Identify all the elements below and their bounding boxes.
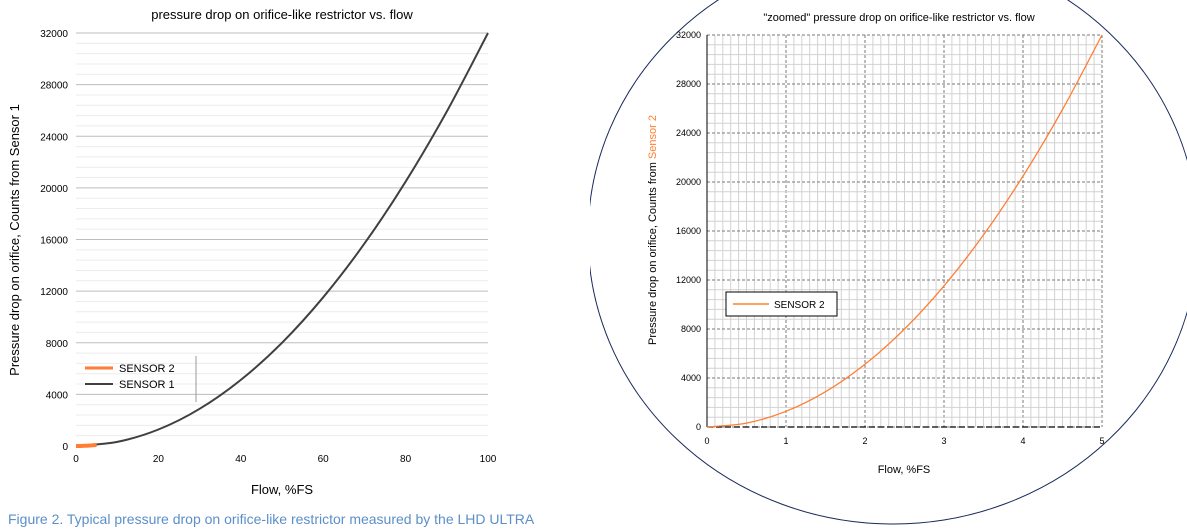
x-tick-label: 4 [1020, 436, 1025, 446]
series-line-sensor-1 [75, 32, 489, 447]
y-tick-label: 16000 [676, 226, 701, 236]
y-tick-label: 32000 [676, 30, 701, 40]
series-line-sensor-2-zoomed [706, 34, 1103, 428]
x-tick-label: 20 [153, 454, 165, 465]
x-tick-label: 3 [941, 436, 946, 446]
y-tick-label: 20000 [676, 177, 701, 187]
chart1-series [75, 32, 489, 449]
ylabel-sensor2: Sensor 2 [647, 115, 659, 159]
legend-label-sensor1: SENSOR 1 [119, 379, 175, 391]
chart1-legend: SENSOR 2 SENSOR 1 [85, 356, 197, 402]
ylabel-text: Pressure drop on orifice, Counts from [647, 159, 659, 345]
y-tick-label: 24000 [40, 132, 68, 143]
y-tick-label: 8000 [681, 324, 701, 334]
chart2-legend: SENSOR 2 [725, 291, 838, 317]
x-tick-label: 2 [862, 436, 867, 446]
y-tick-label: 0 [62, 442, 68, 453]
chart-full-range: pressure drop on orifice-like restrictor… [7, 7, 497, 497]
chart1-x-axis-label: Flow, %FS [251, 482, 313, 497]
x-tick-label: 0 [704, 436, 709, 446]
y-tick-label: 12000 [676, 275, 701, 285]
chart2-series [706, 34, 1103, 428]
chart1-gridlines [76, 32, 488, 437]
x-tick-label: 80 [400, 454, 412, 465]
legend-label-sensor2-zoomed: SENSOR 2 [774, 300, 825, 311]
y-tick-label: 32000 [40, 29, 68, 40]
chart2-x-axis-label: Flow, %FS [878, 464, 931, 476]
series-line-sensor-2 [75, 443, 97, 449]
y-tick-label: 16000 [40, 236, 68, 247]
chart1-y-tick-labels: 0 4000 8000 12000 16000 20000 24000 28000 32000 [40, 29, 68, 453]
x-tick-label: 100 [480, 454, 497, 465]
y-tick-label: 4000 [681, 373, 701, 383]
chart1-x-tick-labels: 0 20 40 60 80 100 [73, 454, 497, 465]
y-tick-label: 12000 [40, 287, 68, 298]
chart1-y-axis-label: Pressure drop on orifice, Counts from Se… [7, 104, 22, 376]
x-tick-label: 5 [1099, 436, 1104, 446]
chart1-title: pressure drop on orifice-like restrictor… [151, 7, 413, 22]
chart2-title: "zoomed" pressure drop on orifice-like r… [763, 12, 1034, 24]
chart2-gridlines [706, 34, 1103, 428]
chart2-x-tick-labels: 0 1 2 3 4 5 [704, 436, 1104, 446]
legend-label-sensor2: SENSOR 2 [119, 363, 175, 375]
chart2-y-tick-labels: 0 4000 8000 12000 16000 20000 24000 28000 32000 [676, 30, 701, 432]
x-tick-label: 60 [318, 454, 330, 465]
y-tick-label: 24000 [676, 128, 701, 138]
x-tick-label: 0 [73, 454, 79, 465]
x-tick-label: 1 [783, 436, 788, 446]
x-tick-label: 40 [235, 454, 247, 465]
y-tick-label: 8000 [46, 339, 69, 350]
chart-zoomed: "zoomed" pressure drop on orifice-like r… [590, 0, 1187, 525]
y-tick-label: 28000 [676, 79, 701, 89]
y-tick-label: 4000 [46, 390, 69, 401]
zoom-circle [590, 0, 1187, 525]
y-tick-label: 0 [696, 422, 701, 432]
y-tick-label: 28000 [40, 81, 68, 92]
y-tick-label: 20000 [40, 184, 68, 195]
chart2-y-axis-label: Pressure drop on orifice, Counts from Se… [647, 115, 659, 345]
figure-caption: Figure 2. Typical pressure drop on orifi… [8, 511, 535, 527]
